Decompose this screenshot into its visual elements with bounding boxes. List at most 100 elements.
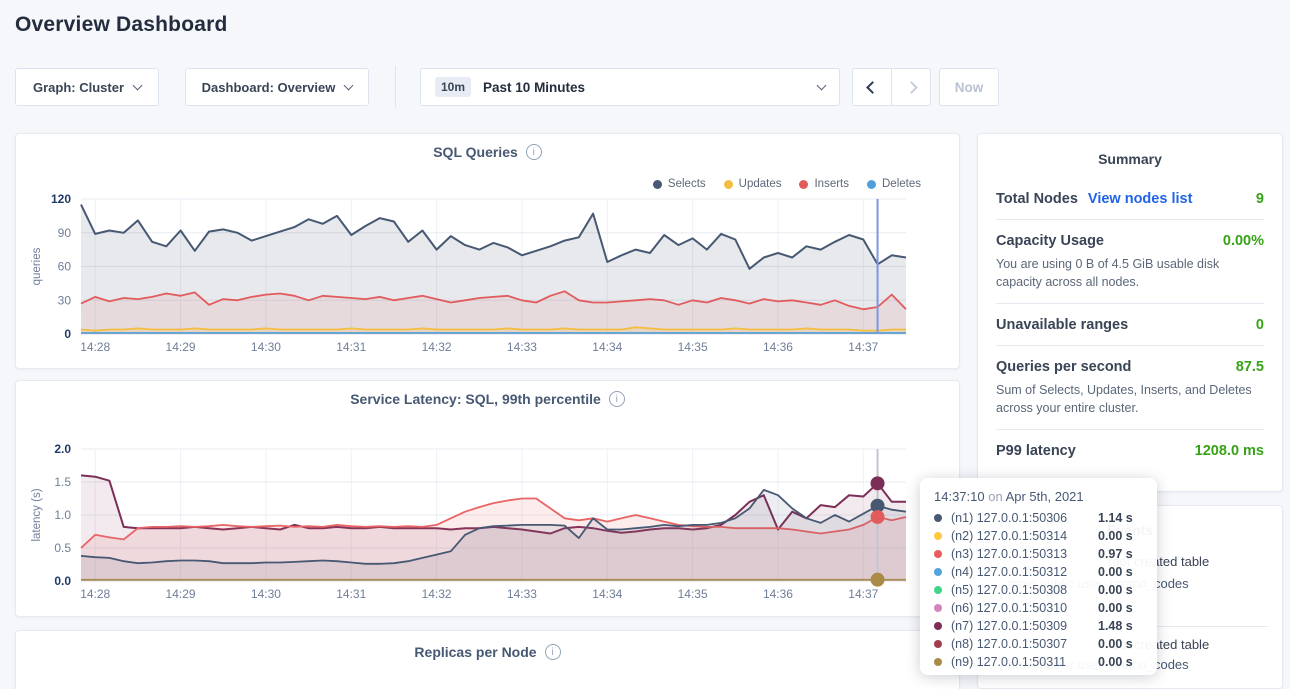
summary-row-capacity-usage: Capacity Usage0.00%You are using 0 B of … <box>996 220 1264 304</box>
replicas-chart-title: Replicas per Node <box>414 644 536 660</box>
svg-text:14:33: 14:33 <box>507 340 537 354</box>
svg-text:14:32: 14:32 <box>422 340 452 354</box>
dashboard-dropdown[interactable]: Dashboard: Overview <box>185 68 369 106</box>
summary-value: 9 <box>1256 191 1264 207</box>
summary-rows: Total Nodes View nodes list 9 Capacity Usag… <box>996 178 1264 471</box>
summary-value: 87.5 <box>1236 359 1264 375</box>
legend-dot <box>799 180 808 189</box>
tooltip-row: (n4) 127.0.0.1:503120.00 s <box>934 563 1143 581</box>
time-prev-button[interactable] <box>852 68 892 106</box>
svg-text:14:28: 14:28 <box>80 340 110 354</box>
svg-text:30: 30 <box>58 293 72 307</box>
legend-item-updates[interactable]: Updates <box>724 178 782 190</box>
svg-text:14:37: 14:37 <box>848 340 878 354</box>
svg-text:14:36: 14:36 <box>763 587 793 601</box>
legend-dot <box>867 180 876 189</box>
dashboard-dropdown-label: Dashboard: Overview <box>202 80 336 95</box>
svg-text:queries: queries <box>31 247 43 285</box>
view-nodes-list-link[interactable]: View nodes list <box>1088 191 1193 207</box>
svg-text:0: 0 <box>64 327 71 341</box>
svg-text:0.0: 0.0 <box>54 574 71 588</box>
summary-row-p99-latency: P99 latency 1208.0 ms <box>996 430 1264 471</box>
summary-row-total-nodes: Total Nodes View nodes list 9 <box>996 178 1264 220</box>
summary-heading: Summary <box>996 134 1264 178</box>
summary-label: Capacity Usage <box>996 233 1104 249</box>
chevron-left-icon <box>866 81 879 94</box>
summary-panel: Summary Total Nodes View nodes list 9 Capac… <box>977 133 1283 492</box>
legend-dot <box>724 180 733 189</box>
svg-text:14:33: 14:33 <box>507 587 537 601</box>
legend-item-selects[interactable]: Selects <box>653 178 706 190</box>
node-color-dot <box>934 568 942 576</box>
summary-label: P99 latency <box>996 443 1076 459</box>
summary-description: Sum of Selects, Updates, Inserts, and De… <box>996 382 1264 417</box>
summary-label: Queries per second <box>996 359 1131 375</box>
time-range-badge: 10m <box>435 77 471 97</box>
info-icon[interactable] <box>609 391 625 407</box>
svg-text:14:28: 14:28 <box>80 587 110 601</box>
info-icon[interactable] <box>545 644 561 660</box>
graph-dropdown-label: Graph: Cluster <box>33 80 124 95</box>
time-range-picker[interactable]: 10m Past 10 Minutes <box>420 68 840 106</box>
controls-divider <box>395 66 396 108</box>
chevron-down-icon <box>344 80 354 90</box>
now-button-label: Now <box>955 80 984 95</box>
svg-text:14:31: 14:31 <box>336 587 366 601</box>
replicas-per-node-chart-card: Replicas per Node <box>15 630 960 689</box>
node-color-dot <box>934 658 942 666</box>
sql-queries-chart-card: SQL Queries Selects Updates Inserts Deletes… <box>15 133 960 369</box>
svg-text:14:34: 14:34 <box>592 587 622 601</box>
node-color-dot <box>934 586 942 594</box>
tooltip-timestamp: 14:37:10 on Apr 5th, 2021 <box>934 489 1143 504</box>
svg-text:0.5: 0.5 <box>54 541 71 555</box>
summary-row-queries-per-second: Queries per second 87.5 Sum of Selects, Up… <box>996 346 1264 430</box>
svg-text:14:34: 14:34 <box>592 340 622 354</box>
sql-legend: Selects Updates Inserts Deletes <box>653 178 921 190</box>
service-latency-chart-title: Service Latency: SQL, 99th percentile <box>350 391 601 407</box>
time-next-button[interactable] <box>891 68 931 106</box>
chevron-down-icon <box>817 80 827 90</box>
node-color-dot <box>934 550 942 558</box>
graph-dropdown[interactable]: Graph: Cluster <box>15 68 159 106</box>
svg-text:14:30: 14:30 <box>251 340 281 354</box>
latency-tooltip: 14:37:10 on Apr 5th, 2021 (n1) 127.0.0.1… <box>920 478 1157 675</box>
node-color-dot <box>934 640 942 648</box>
tooltip-row: (n5) 127.0.0.1:503080.00 s <box>934 581 1143 599</box>
svg-text:14:31: 14:31 <box>336 340 366 354</box>
latency-tooltip-rows: (n1) 127.0.0.1:503061.14 s(n2) 127.0.0.1… <box>934 509 1143 671</box>
node-color-dot <box>934 622 942 630</box>
svg-text:latency (s): latency (s) <box>31 488 43 541</box>
tooltip-row: (n9) 127.0.0.1:503110.00 s <box>934 653 1143 671</box>
svg-text:14:37: 14:37 <box>848 587 878 601</box>
time-now-button[interactable]: Now <box>939 68 999 106</box>
summary-label: Total Nodes <box>996 191 1078 207</box>
latency-chart-svg: 14:28 14:29 14:30 14:31 14:32 14:33 14:34 14:35… <box>16 381 961 618</box>
sql-queries-chart-title: SQL Queries <box>433 144 518 160</box>
svg-text:14:35: 14:35 <box>678 587 708 601</box>
service-latency-chart-card: Service Latency: SQL, 99th percentile 14… <box>15 380 960 617</box>
tooltip-row: (n6) 127.0.0.1:503100.00 s <box>934 599 1143 617</box>
summary-value: 1208.0 ms <box>1195 443 1264 459</box>
node-color-dot <box>934 532 942 540</box>
legend-item-inserts[interactable]: Inserts <box>799 178 849 190</box>
tooltip-row: (n7) 127.0.0.1:503091.48 s <box>934 617 1143 635</box>
tooltip-row: (n3) 127.0.0.1:503130.97 s <box>934 545 1143 563</box>
chevron-right-icon <box>905 81 918 94</box>
legend-item-deletes[interactable]: Deletes <box>867 178 921 190</box>
node-color-dot <box>934 604 942 612</box>
info-icon[interactable] <box>526 144 542 160</box>
node-color-dot <box>934 514 942 522</box>
page-title: Overview Dashboard <box>15 13 228 37</box>
svg-text:14:29: 14:29 <box>166 340 196 354</box>
svg-text:14:30: 14:30 <box>251 587 281 601</box>
time-range-label: Past 10 Minutes <box>483 80 585 95</box>
svg-text:90: 90 <box>58 226 72 240</box>
svg-text:14:32: 14:32 <box>422 587 452 601</box>
svg-text:14:29: 14:29 <box>166 587 196 601</box>
tooltip-row: (n1) 127.0.0.1:503061.14 s <box>934 509 1143 527</box>
svg-text:120: 120 <box>51 192 71 206</box>
overview-dashboard-page: Overview Dashboard Graph: Cluster Dashbo… <box>0 0 1290 689</box>
tooltip-row: (n8) 127.0.0.1:503070.00 s <box>934 635 1143 653</box>
svg-text:14:36: 14:36 <box>763 340 793 354</box>
sql-chart-svg: 14:2814:2914:3014:3114:3214:3314:3414:35… <box>16 134 961 370</box>
